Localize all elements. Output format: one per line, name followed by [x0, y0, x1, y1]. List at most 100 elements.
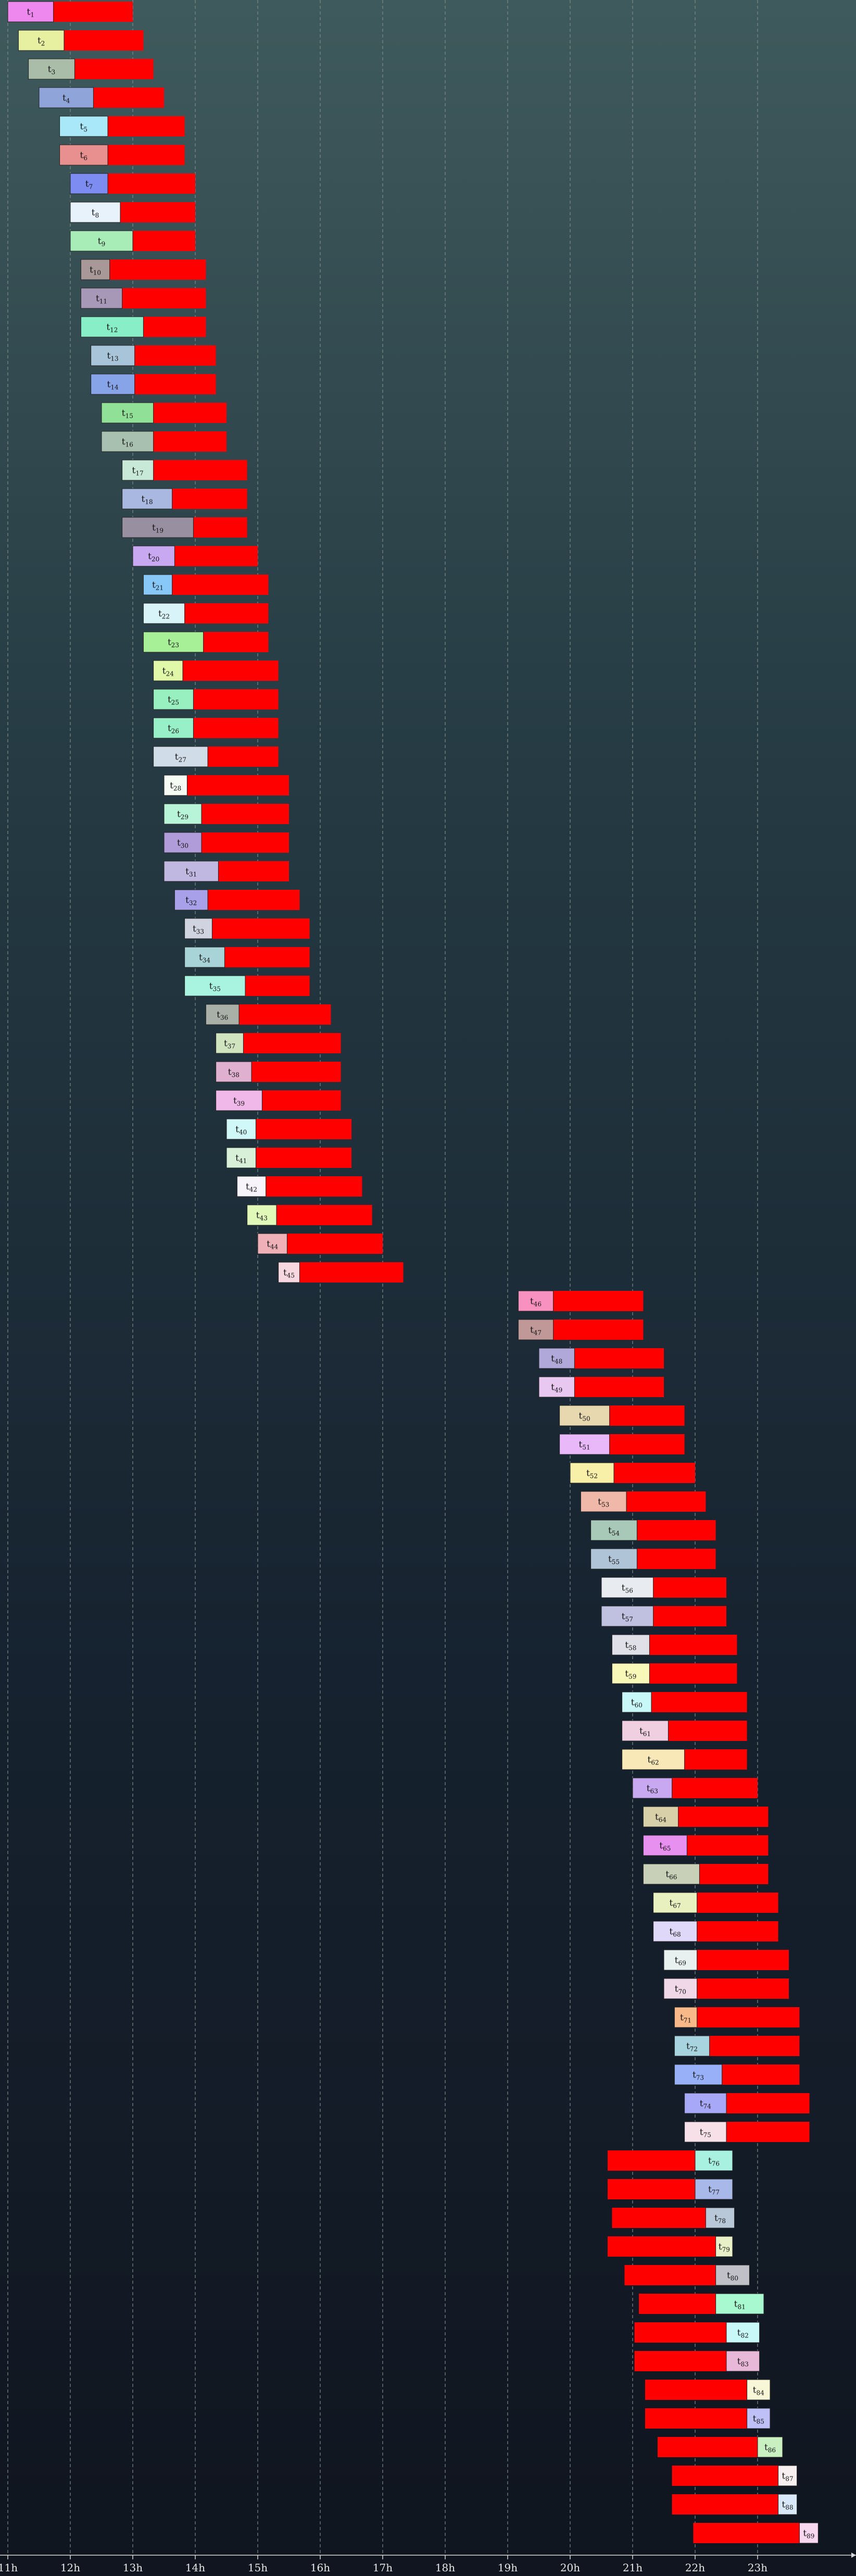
task-row-t82: t82 — [634, 2322, 760, 2343]
delay-bar — [287, 1234, 383, 1254]
task-box — [80, 259, 110, 280]
delay-bar — [697, 1893, 778, 1913]
task-row-t22: t22 — [143, 603, 269, 624]
delay-bar — [122, 288, 206, 308]
task-label: t71 — [680, 2013, 691, 2024]
task-row-t28: t28 — [163, 775, 289, 796]
delay-bar — [653, 1606, 726, 1626]
task-label: t68 — [670, 1927, 681, 1938]
task-label: t61 — [639, 1726, 651, 1738]
delay-bar — [299, 1262, 404, 1283]
x-tick-label: 21h — [623, 2561, 643, 2574]
task-row-t45: t45 — [278, 1262, 404, 1283]
task-label: t85 — [753, 2414, 764, 2425]
task-label: t49 — [551, 1383, 562, 1394]
task-row-t35: t35 — [184, 975, 310, 997]
delay-bar — [218, 861, 289, 881]
task-row-t4: t4 — [39, 87, 164, 108]
task-label: t54 — [608, 1526, 620, 1537]
task-row-t77: t77 — [608, 2179, 733, 2200]
task-row-t11: t11 — [80, 288, 206, 309]
delay-bar — [697, 1921, 778, 1942]
task-box — [674, 2035, 710, 2057]
task-box — [705, 2207, 735, 2229]
x-tick-label: 23h — [748, 2561, 767, 2574]
task-row-t46: t46 — [518, 1290, 644, 1312]
task-box — [611, 1634, 650, 1656]
task-row-t48: t48 — [538, 1348, 664, 1369]
task-box — [132, 545, 175, 567]
task-row-t59: t59 — [611, 1663, 737, 1684]
task-label: t73 — [693, 2070, 704, 2082]
task-label: t51 — [579, 1440, 590, 1451]
task-label: t43 — [256, 1211, 268, 1222]
task-box — [184, 975, 246, 997]
task-box — [559, 1434, 610, 1455]
task-label: t28 — [170, 781, 181, 792]
task-box — [747, 2379, 771, 2400]
delay-bar — [202, 832, 289, 853]
task-box — [601, 1606, 654, 1627]
task-row-t84: t84 — [645, 2379, 771, 2400]
task-box — [643, 1835, 687, 1856]
task-box — [653, 1892, 698, 1913]
task-box — [153, 689, 194, 710]
task-label: t59 — [625, 1669, 636, 1681]
task-box — [226, 1118, 256, 1140]
x-tick-label: 12h — [60, 2561, 80, 2574]
task-label: t25 — [168, 695, 179, 706]
task-box — [663, 1949, 698, 1971]
task-row-t73: t73 — [674, 2064, 800, 2085]
task-box — [91, 374, 135, 395]
x-axis-arrow-icon — [851, 2553, 856, 2558]
delay-bar — [245, 976, 310, 996]
delay-bar — [626, 1491, 706, 1512]
task-row-t1: t1 — [7, 1, 133, 22]
delay-bar — [208, 746, 279, 767]
task-label: t30 — [177, 838, 188, 850]
task-label: t77 — [708, 2185, 720, 2196]
task-box — [80, 316, 144, 338]
delay-bar — [709, 2036, 800, 2056]
task-box — [216, 1090, 262, 1111]
task-label: t57 — [622, 1612, 633, 1623]
delay-bar — [624, 2265, 716, 2285]
task-box — [101, 402, 154, 424]
task-label: t89 — [803, 2529, 814, 2540]
x-tick-label: 19h — [498, 2561, 518, 2574]
task-box — [122, 517, 194, 538]
delay-bar — [120, 202, 195, 222]
task-box — [518, 1319, 554, 1340]
task-row-t78: t78 — [612, 2207, 735, 2229]
task-row-t75: t75 — [684, 2121, 810, 2143]
task-box — [153, 717, 194, 739]
task-row-t5: t5 — [59, 116, 185, 137]
task-box — [143, 603, 185, 624]
task-row-t88: t88 — [672, 2494, 798, 2515]
task-label: t47 — [530, 1325, 542, 1337]
task-row-t62: t62 — [622, 1749, 747, 1770]
task-label: t88 — [782, 2500, 794, 2511]
delay-bar — [651, 1692, 747, 1712]
task-row-t74: t74 — [684, 2093, 810, 2114]
task-row-t76: t76 — [608, 2150, 733, 2171]
task-box — [91, 345, 135, 366]
delay-bar — [645, 2408, 747, 2429]
task-row-t79: t79 — [608, 2236, 733, 2257]
task-row-t23: t23 — [143, 631, 269, 653]
task-box — [684, 2121, 727, 2143]
task-row-t32: t32 — [174, 889, 300, 911]
task-row-t83: t83 — [634, 2350, 760, 2372]
task-box — [143, 574, 173, 595]
delay-bar — [697, 2007, 800, 2027]
delay-bar — [134, 345, 216, 366]
delay-bar — [183, 661, 279, 681]
task-label: t58 — [625, 1640, 636, 1652]
task-row-t80: t80 — [624, 2264, 750, 2286]
task-row-t60: t60 — [622, 1691, 747, 1713]
delay-bar — [684, 1749, 747, 1770]
delay-bar — [224, 947, 310, 967]
task-label: t35 — [209, 981, 221, 993]
task-row-t57: t57 — [601, 1606, 726, 1627]
